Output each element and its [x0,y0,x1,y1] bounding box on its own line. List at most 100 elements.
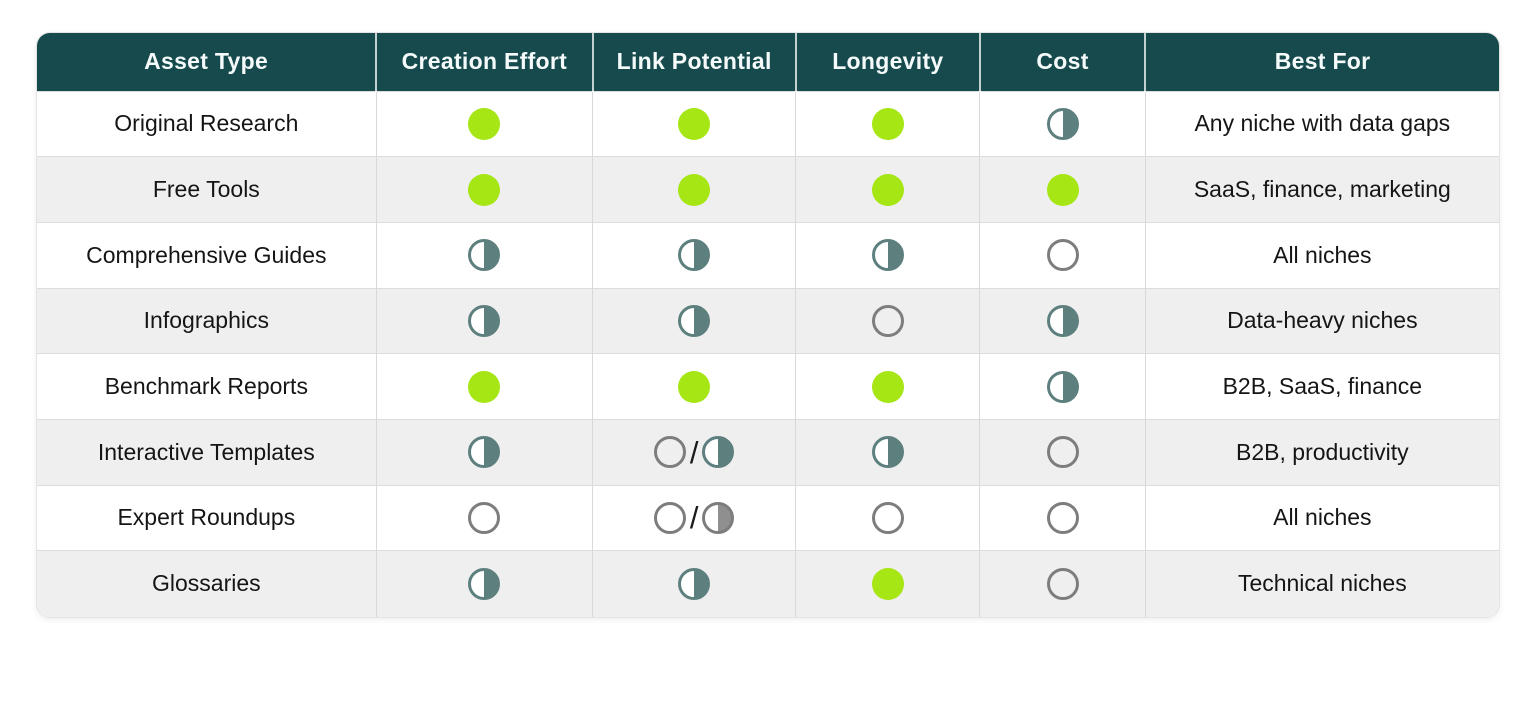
link-potential-rating-cell: / [592,418,796,486]
rating-icons [593,173,795,206]
table-body: Original Research Any niche with data gap… [37,90,1499,617]
best-for-value: SaaS, finance, marketing [1144,156,1499,223]
rating-icons [377,436,592,469]
rating-icons [796,501,979,534]
harvey-ball-full-icon [871,370,904,403]
rating-icons [796,370,979,403]
cost-rating-cell [979,418,1146,486]
link-potential-rating-cell [592,550,796,617]
rating-icons [796,304,979,337]
harvey-ball-empty-icon [1046,239,1079,272]
asset-type-label: Infographics [37,287,377,354]
rating-icons [377,173,592,206]
link-potential-rating-cell [592,90,796,157]
rating-icons [980,107,1144,140]
rating-icons [796,567,979,600]
table-row-original-research: Original Research Any niche with data gap… [37,90,1499,157]
best-for-value: Any niche with data gaps [1144,90,1499,157]
table-row-benchmark-reports: Benchmark Reports B2B, SaaS, finance [37,353,1499,420]
harvey-ball-full-icon [871,567,904,600]
rating-icons [377,107,592,140]
or-separator: / [689,434,699,470]
asset-type-label: Glossaries [37,550,377,617]
creation-effort-rating-cell [375,287,593,354]
longevity-rating-cell [795,287,980,354]
link-potential-rating-cell [592,353,796,420]
column-header-longevity: Longevity [794,33,980,91]
link-potential-rating-cell [592,287,796,354]
column-header-link-potential: Link Potential [591,33,796,91]
creation-effort-rating-cell [375,550,593,617]
best-for-value: B2B, productivity [1144,418,1499,486]
harvey-ball-half-icon [468,239,501,272]
best-for-value: Data-heavy niches [1144,287,1499,354]
harvey-ball-half-icon [1046,304,1079,337]
harvey-ball-full-icon [678,107,711,140]
longevity-rating-cell [795,550,980,617]
rating-icons [980,436,1144,469]
table-row-interactive-templates: Interactive Templates / B2B, productivity [37,418,1499,486]
rating-icons [377,239,592,272]
comparison-table-card: Asset Type Creation Effort Link Potential L… [36,32,1500,618]
rating-icons [980,567,1144,600]
harvey-ball-full-icon [678,370,711,403]
table-row-expert-roundups: Expert Roundups / All niches [37,484,1499,551]
rating-icons [980,304,1144,337]
rating-icons [593,567,795,600]
cost-rating-cell [979,221,1146,289]
rating-icons [980,173,1144,206]
harvey-ball-half-icon [702,436,735,469]
harvey-ball-full-icon [871,173,904,206]
creation-effort-rating-cell [375,221,593,289]
creation-effort-rating-cell [375,353,593,420]
harvey-ball-full-icon [468,370,501,403]
rating-icons [377,370,592,403]
harvey-ball-half-icon [871,239,904,272]
harvey-ball-empty-icon [1046,436,1079,469]
comparison-table: Asset Type Creation Effort Link Potential L… [37,33,1499,617]
harvey-ball-empty-icon [871,501,904,534]
rating-icons [796,107,979,140]
table-row-glossaries: Glossaries Technical niches [37,550,1499,617]
harvey-ball-full-icon [1046,173,1079,206]
rating-icons [980,239,1144,272]
cost-rating-cell [979,550,1146,617]
harvey-ball-full-icon [468,173,501,206]
rating-icons [377,501,592,534]
harvey-ball-half-gray-icon [702,501,735,534]
rating-icons [980,370,1144,403]
best-for-value: Technical niches [1144,550,1499,617]
asset-type-label: Original Research [37,90,377,157]
harvey-ball-full-icon [871,107,904,140]
harvey-ball-half-icon [678,567,711,600]
asset-type-label: Free Tools [37,156,377,223]
asset-type-label: Expert Roundups [37,484,377,551]
rating-icons [377,567,592,600]
harvey-ball-half-icon [678,239,711,272]
link-potential-rating-cell [592,221,796,289]
harvey-ball-empty-icon [1046,501,1079,534]
harvey-ball-half-icon [468,304,501,337]
cost-rating-cell [979,353,1146,420]
rating-icons [593,370,795,403]
column-header-creation-effort: Creation Effort [375,33,593,91]
rating-icons [796,173,979,206]
rating-icons [796,436,979,469]
cost-rating-cell [979,90,1146,157]
longevity-rating-cell [795,90,980,157]
rating-icons [377,304,592,337]
longevity-rating-cell [795,353,980,420]
rating-icons: / [593,501,795,534]
creation-effort-rating-cell [375,484,593,551]
harvey-ball-empty-icon [871,304,904,337]
harvey-ball-empty-icon [1046,567,1079,600]
harvey-ball-half-icon [468,567,501,600]
link-potential-rating-cell: / [592,484,796,551]
column-header-cost: Cost [978,33,1146,91]
best-for-value: B2B, SaaS, finance [1144,353,1499,420]
harvey-ball-empty-icon [653,501,686,534]
harvey-ball-empty-icon [468,501,501,534]
cost-rating-cell [979,484,1146,551]
longevity-rating-cell [795,484,980,551]
best-for-value: All niches [1144,484,1499,551]
